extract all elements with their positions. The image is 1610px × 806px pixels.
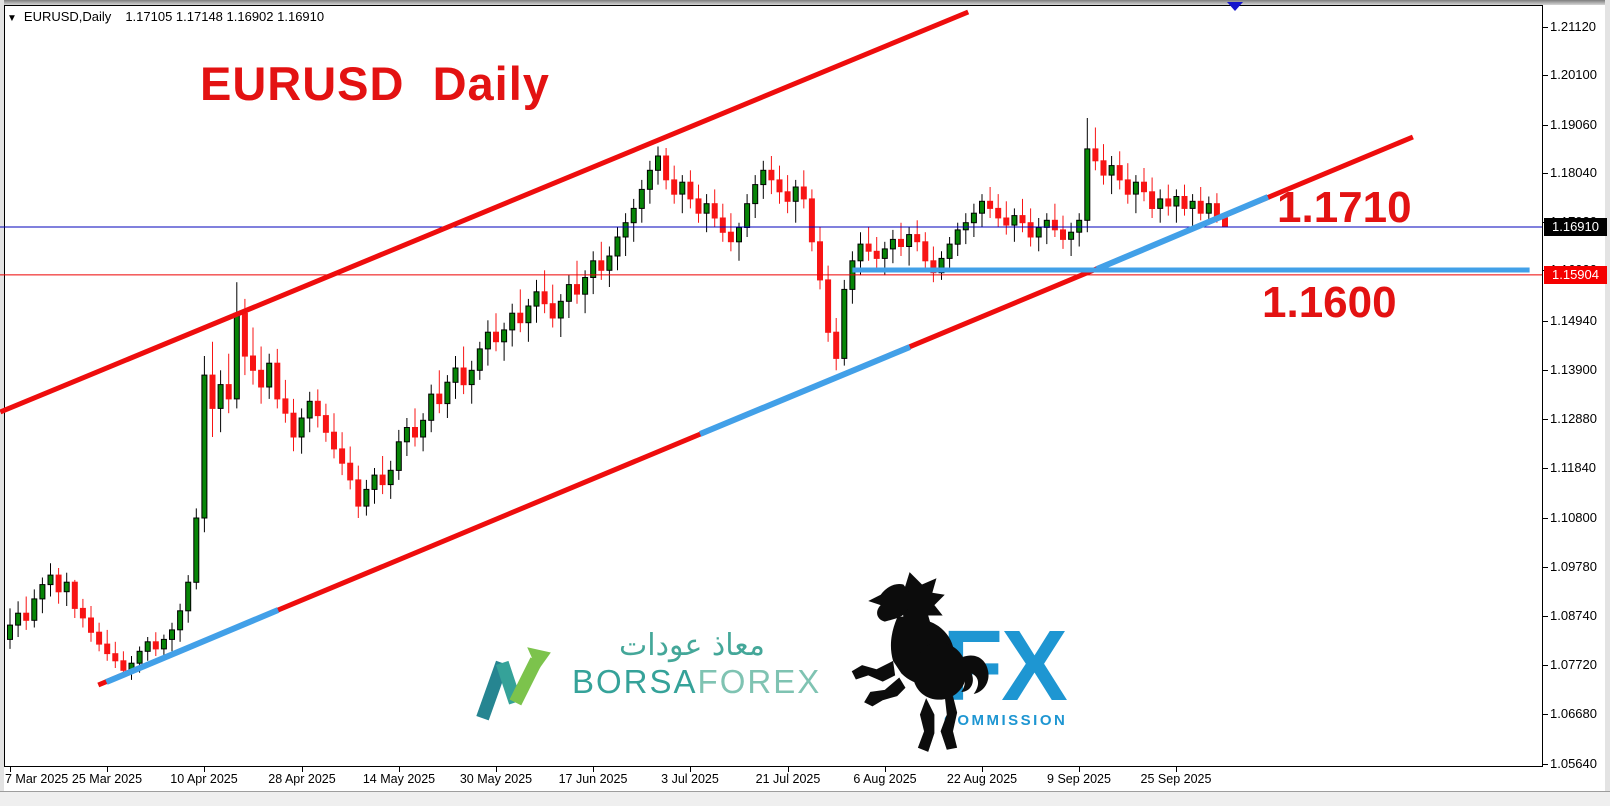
price-axis-tick	[1543, 419, 1548, 420]
fx-commission-text: COMMISSION	[944, 712, 1068, 729]
time-axis-tick	[788, 767, 789, 772]
price-axis-tick	[1543, 321, 1548, 322]
time-axis-tick	[107, 767, 108, 772]
time-axis-tick	[1176, 767, 1177, 772]
price-axis-tick	[1543, 616, 1548, 617]
borsaforex-logo: معاذ عودات BORSAFOREX	[472, 628, 819, 743]
time-axis-label: 30 May 2025	[459, 772, 533, 786]
time-axis-label: 7 Mar 2025	[5, 772, 69, 786]
time-axis-label: 17 Jun 2025	[558, 772, 628, 786]
ohlc-header: ▼ EURUSD,Daily 1.17105 1.17148 1.16902 1.1…	[7, 9, 324, 24]
price-axis-tick	[1543, 714, 1548, 715]
price-axis-tick	[1543, 75, 1548, 76]
symbol-timeframe-label: EURUSD,Daily	[23, 9, 112, 24]
price-axis-label: 1.12880	[1550, 411, 1597, 426]
price-axis-label: 1.06680	[1550, 706, 1597, 721]
time-axis-tick	[204, 767, 205, 772]
price-axis-label: 1.08740	[1550, 608, 1597, 623]
time-axis-tick	[302, 767, 303, 772]
price-axis-label: 1.11840	[1550, 460, 1597, 475]
support-price-label: 1.1600	[1262, 278, 1397, 327]
price-axis-label: 1.05640	[1550, 756, 1597, 771]
ohlc-quote-values: 1.17105 1.17148 1.16902 1.16910	[125, 9, 325, 24]
time-axis-label: 28 Apr 2025	[268, 772, 336, 786]
price-axis-label: 1.07720	[1550, 657, 1597, 672]
price-axis-tick	[1543, 764, 1548, 765]
borsaforex-arrow-icon	[476, 647, 551, 721]
price-axis-tick	[1543, 27, 1548, 28]
price-axis-label: 1.20100	[1550, 67, 1597, 82]
time-axis-tick	[1079, 767, 1080, 772]
current-price-tag: 1.16910	[1544, 218, 1607, 236]
time-axis-tick	[982, 767, 983, 772]
window-top-bezel	[0, 0, 1610, 5]
rearing-horse-icon	[851, 572, 989, 752]
price-axis-tick	[1543, 125, 1548, 126]
time-axis-label: 25 Mar 2025	[71, 772, 143, 786]
price-axis-label: 1.10800	[1550, 510, 1597, 525]
borsaforex-name: BORSAFOREX	[572, 663, 819, 700]
chart-title: EURUSD Daily	[200, 57, 550, 110]
window-bottom-bezel	[0, 791, 1610, 806]
time-axis-label: 21 Jul 2025	[755, 772, 821, 786]
time-axis-label: 22 Aug 2025	[946, 772, 1018, 786]
price-axis-label: 1.21120	[1550, 19, 1597, 34]
symbol-dropdown-icon[interactable]: ▼	[7, 13, 17, 24]
time-axis-tick	[496, 767, 497, 772]
fx-commission-logo: FX COMMISSION	[838, 570, 1108, 752]
time-axis-label: 6 Aug 2025	[853, 772, 917, 786]
resistance-price-label: 1.1710	[1277, 183, 1412, 232]
borsaforex-name-part2: FOREX	[697, 663, 822, 700]
price-axis-label: 1.09780	[1550, 559, 1597, 574]
borsaforex-name-part1: BORSA	[572, 663, 698, 700]
price-axis-tick	[1543, 173, 1548, 174]
time-axis-label: 25 Sep 2025	[1140, 772, 1212, 786]
time-axis-tick	[885, 767, 886, 772]
borsaforex-arabic-text: معاذ عودات	[619, 628, 765, 663]
time-axis-label: 9 Sep 2025	[1047, 772, 1111, 786]
price-axis-tick	[1543, 665, 1548, 666]
support-price-tag: 1.15904	[1544, 266, 1607, 284]
time-axis-label: 10 Apr 2025	[170, 772, 238, 786]
chart-shift-marker[interactable]	[1227, 2, 1243, 11]
price-axis-label: 1.14940	[1550, 313, 1597, 328]
window-right-bezel	[1605, 0, 1610, 806]
time-axis-label: 14 May 2025	[362, 772, 436, 786]
time-axis-label: 3 Jul 2025	[661, 772, 719, 786]
price-axis-tick	[1543, 468, 1548, 469]
price-axis-label: 1.13900	[1550, 362, 1597, 377]
time-axis-tick	[399, 767, 400, 772]
price-axis-label: 1.19060	[1550, 117, 1597, 132]
price-axis-tick	[1543, 370, 1548, 371]
time-axis-tick	[690, 767, 691, 772]
price-axis-tick	[1543, 567, 1548, 568]
time-axis-tick	[10, 767, 11, 772]
price-axis-tick	[1543, 518, 1548, 519]
time-axis-tick	[593, 767, 594, 772]
price-axis-label: 1.18040	[1550, 165, 1597, 180]
